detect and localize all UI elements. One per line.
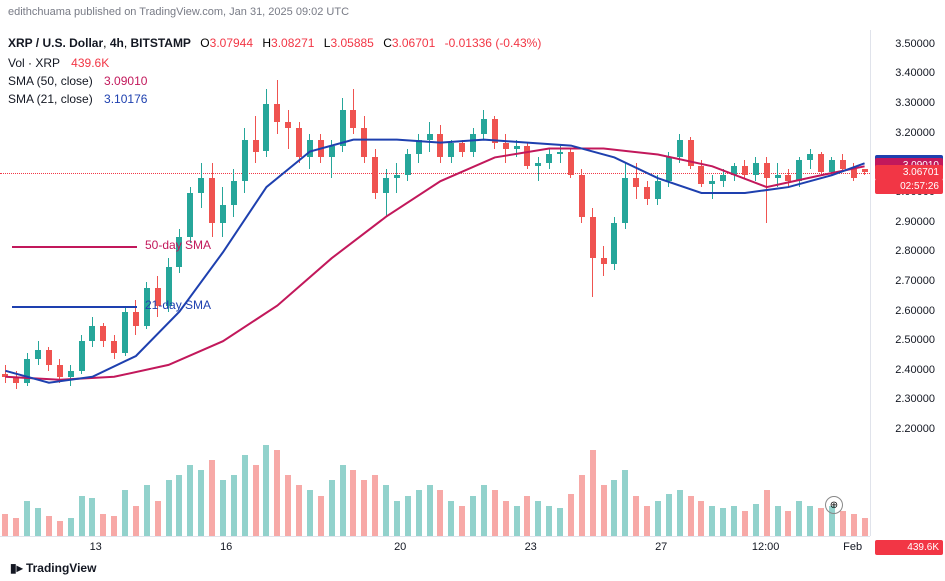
legend-text-sma50: 50-day SMA — [145, 238, 211, 252]
publish-header: edithchuama published on TradingView.com… — [8, 6, 349, 18]
legend-line-sma50 — [12, 246, 137, 248]
volume-axis-label: 439.6K — [875, 540, 943, 555]
chart-canvas[interactable]: ⊕ — [0, 30, 870, 536]
y-axis[interactable]: 3.500003.400003.300003.200003.100003.000… — [870, 30, 945, 536]
legend-line-sma21 — [12, 306, 137, 308]
logo-icon: ▮▸ — [10, 561, 26, 575]
alert-icon[interactable]: ⊕ — [825, 496, 843, 514]
tradingview-logo[interactable]: ▮▸ TradingView — [10, 561, 96, 575]
x-axis[interactable]: 131620232712:00Feb — [0, 536, 870, 556]
legend-text-sma21: 21-day SMA — [145, 298, 211, 312]
